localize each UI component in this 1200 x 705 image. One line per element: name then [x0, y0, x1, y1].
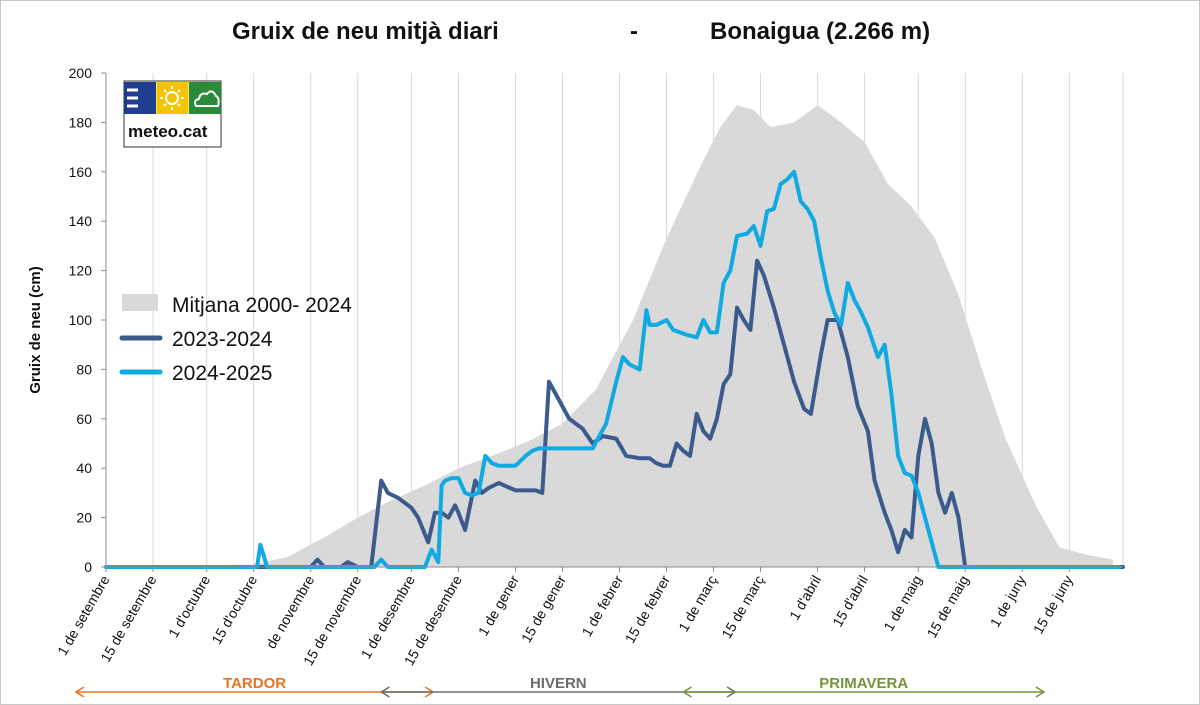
legend-swatch-mitjana	[122, 294, 158, 311]
meteo-cat-logo: meteo.cat	[123, 80, 222, 148]
chart-title-separator: -	[630, 18, 638, 45]
x-tick-label: 15 de gener	[518, 572, 569, 645]
y-tick-label: 20	[76, 510, 92, 526]
x-tick-label: 15 d'abril	[829, 573, 871, 630]
y-tick-label: 60	[76, 411, 92, 427]
x-tick-label: 15 de març	[718, 573, 767, 642]
cloud-icon	[194, 90, 220, 107]
y-tick-label: 40	[76, 460, 92, 476]
chart-title: Gruix de neu mitjà diari - Bonaigua (2.2…	[0, 14, 1200, 50]
series-layer	[104, 105, 1125, 569]
y-tick-label: 0	[84, 559, 92, 575]
season-brackets: TARDOR HIVERN PRIMAVERA	[74, 675, 1046, 698]
series-line-2024-2025	[104, 169, 1122, 569]
series-line-2023-2024	[104, 258, 1125, 569]
x-tick-label: 1 de juny	[987, 573, 1029, 630]
x-tick-label: 15 de febrer	[622, 572, 674, 646]
logo-green-block	[189, 82, 221, 114]
legend-label: Mitjana 2000- 2024	[172, 294, 352, 317]
x-tick-label: 15 d'octubre	[208, 572, 260, 647]
season-arrow-head-left	[74, 686, 85, 698]
y-tick-label: 140	[69, 213, 93, 229]
logo-text: meteo.cat	[128, 122, 208, 141]
chart-title-left: Gruix de neu mitjà diari	[232, 18, 499, 45]
y-tick-label: 120	[69, 263, 93, 279]
season-label: TARDOR	[223, 675, 286, 692]
season-arrow-head-left	[380, 686, 390, 698]
y-tick-label: 160	[69, 164, 93, 180]
x-tick-label: 1 d'octubre	[165, 572, 213, 640]
x-tick-label: 1 de gener	[475, 572, 522, 638]
x-tick-label: 1 de maig	[880, 573, 925, 634]
x-tick-label: 15 de juny	[1030, 573, 1076, 637]
season-label: PRIMAVERA	[819, 675, 908, 692]
x-tick-label: 1 de març	[675, 573, 720, 635]
legend: Mitjana 2000- 2024 2023-2024 2024-2025	[119, 294, 352, 385]
x-tick-label: 1 de febrer	[578, 572, 626, 639]
y-tick-label: 200	[69, 65, 93, 81]
season-label: HIVERN	[530, 675, 587, 692]
chart-title-right: Bonaigua (2.266 m)	[710, 18, 931, 45]
y-tick-label: 100	[69, 312, 93, 328]
y-tick-label: 80	[76, 361, 92, 377]
series-area-mitjana	[106, 105, 1113, 567]
x-tick-label: de novembre	[263, 572, 318, 651]
y-axis-ticks: 0 20 40 60 80 100 120 140 160 180 200	[69, 65, 106, 575]
lines-icon	[127, 88, 138, 108]
legend-label: 2024-2025	[172, 362, 272, 385]
season-arrow-head-left	[682, 686, 692, 698]
season-arrow-head-right	[1035, 686, 1046, 698]
x-tick-label: 1 d'abril	[786, 573, 824, 623]
legend-label: 2023-2024	[172, 328, 273, 351]
y-axis-label: Gruix de neu (cm)	[27, 266, 44, 394]
y-tick-label: 180	[69, 114, 93, 130]
x-tick-label: 15 de maig	[923, 573, 971, 641]
sun-icon	[160, 86, 184, 110]
